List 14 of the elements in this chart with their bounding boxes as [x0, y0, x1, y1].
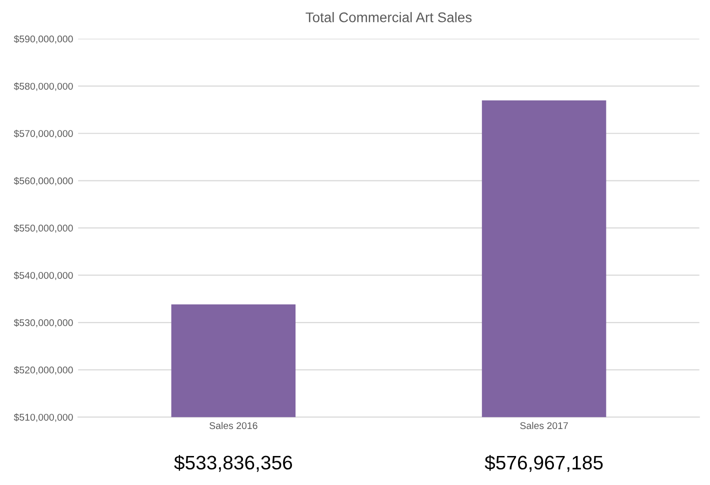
- y-tick-label: $510,000,000: [14, 413, 73, 422]
- chart-title: Total Commercial Art Sales: [306, 12, 472, 22]
- y-tick-label: $570,000,000: [14, 130, 73, 138]
- x-tick-label: Sales 2016: [210, 422, 258, 430]
- y-tick-label: $560,000,000: [14, 176, 73, 186]
- y-tick-label: $580,000,000: [14, 82, 73, 91]
- y-tick-label: $520,000,000: [14, 366, 73, 375]
- x-tick-label: Sales 2017: [520, 422, 568, 430]
- y-tick-label: $530,000,000: [14, 318, 73, 328]
- y-tick-label: $550,000,000: [14, 224, 73, 233]
- data-label: $533,836,356: [174, 454, 292, 472]
- y-tick-label: $590,000,000: [14, 35, 73, 44]
- data-label: $576,967,185: [484, 454, 603, 472]
- y-tick-label: $540,000,000: [14, 272, 73, 280]
